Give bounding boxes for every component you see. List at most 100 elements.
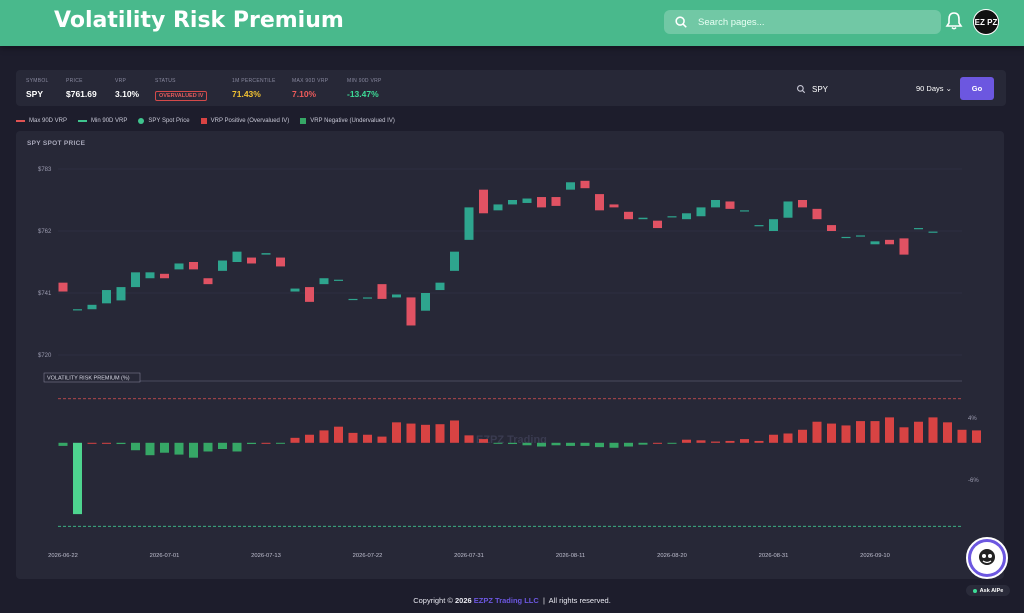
- stat-value: -13.47%: [347, 89, 379, 99]
- stat-vrp: VRP 3.10%: [115, 78, 139, 99]
- price-candle: [899, 238, 909, 255]
- vrp-bar: [638, 442, 648, 445]
- stat-value: 7.10%: [292, 89, 317, 99]
- stat-value: SPY: [26, 89, 44, 99]
- legend-label: SPY Spot Price: [148, 118, 190, 124]
- price-tick-label: $783: [38, 167, 52, 173]
- vrp-bar: [116, 442, 126, 445]
- mascot-icon: [971, 542, 1003, 574]
- vrp-bar: [769, 434, 778, 443]
- price-candle: [160, 273, 169, 279]
- price-candle: [305, 287, 314, 302]
- symbol-input[interactable]: SPY: [796, 82, 896, 96]
- price-candle: [711, 200, 720, 208]
- vrp-bar: [914, 421, 923, 443]
- price-candle: [609, 204, 619, 208]
- stat-label: 1M PERCENTILE: [232, 78, 276, 84]
- chart-legend: Max 90D VRP Min 90D VRP SPY Spot Price V…: [16, 116, 406, 126]
- price-candle: [348, 298, 358, 301]
- price-candle: [682, 213, 691, 220]
- price-candle: [435, 282, 445, 291]
- legend-swatch: [78, 120, 88, 122]
- vrp-bar: [131, 442, 140, 451]
- stats-bar: SYMBOL SPY PRICE $761.69 VRP 3.10% STATU…: [16, 70, 1006, 106]
- x-tick-label: 2026-07-31: [454, 553, 484, 559]
- ask-ai-label[interactable]: Ask AIPe: [966, 585, 1010, 596]
- price-candle: [261, 253, 271, 255]
- vrp-bar: [957, 429, 967, 443]
- vrp-bar: [580, 442, 590, 446]
- price-candle: [827, 225, 836, 231]
- vrp-bar: [740, 439, 749, 443]
- legend-item-max-vrp[interactable]: Max 90D VRP: [16, 118, 67, 124]
- ask-ai-text: Ask AIPe: [979, 587, 1004, 594]
- status-badge: OVERVALUED IV: [155, 91, 208, 101]
- price-candle: [928, 231, 938, 233]
- price-candle: [58, 282, 68, 292]
- vrp-bar: [696, 440, 706, 443]
- price-candle: [508, 200, 517, 205]
- price-candle: [595, 194, 604, 211]
- range-select[interactable]: 90 Days ⌄: [916, 84, 952, 93]
- footer: Copyright © 2026 EZPZ Trading LLC | All …: [413, 596, 611, 605]
- company-link[interactable]: EZPZ Trading LLC: [473, 596, 539, 605]
- stat-label: PRICE: [66, 78, 83, 84]
- vrp-bar: [363, 434, 372, 443]
- price-candle: [232, 251, 242, 262]
- x-tick-label: 2026-08-20: [657, 553, 687, 559]
- bell-icon[interactable]: [945, 11, 963, 31]
- search-icon: [675, 16, 687, 28]
- copyright-year: 2026: [455, 596, 472, 605]
- symbol-value: SPY: [812, 84, 829, 94]
- price-tick-label: $741: [38, 291, 52, 297]
- ask-ai-button[interactable]: [966, 537, 1008, 579]
- go-button[interactable]: Go: [960, 77, 994, 100]
- price-candle: [783, 201, 793, 218]
- legend-swatch: [138, 118, 145, 124]
- vrp-bar: [450, 420, 459, 443]
- vrp-bar: [754, 440, 764, 443]
- price-candle: [102, 290, 111, 304]
- search-input[interactable]: Search pages...: [664, 10, 941, 34]
- stat-percentile: 1M PERCENTILE 71.43%: [232, 78, 276, 99]
- price-candle: [841, 236, 851, 239]
- price-candle: [754, 225, 764, 227]
- price-tick-label: $720: [38, 353, 52, 359]
- stat-label: VRP: [115, 78, 127, 84]
- vrp-bar: [218, 442, 227, 449]
- price-candle: [363, 297, 372, 299]
- rights-text: All rights reserved.: [548, 596, 611, 605]
- vrp-bar: [232, 442, 242, 452]
- vrp-bar: [508, 442, 517, 445]
- x-tick-label: 2026-08-11: [556, 553, 585, 559]
- page-title: Volatility Risk Premium: [54, 8, 344, 33]
- price-candle: [856, 235, 865, 237]
- price-candle: [276, 257, 285, 267]
- vrp-bar: [493, 442, 503, 444]
- legend-item-min-vrp[interactable]: Min 90D VRP: [78, 118, 127, 124]
- legend-item-vrp-negative[interactable]: VRP Negative (Undervalued IV): [300, 118, 395, 124]
- vrp-bar: [406, 423, 416, 443]
- price-candle: [696, 207, 706, 217]
- price-candle: [522, 198, 532, 203]
- vrp-bar: [943, 422, 952, 443]
- stat-status: STATUS OVERVALUED IV: [155, 78, 208, 102]
- price-candle: [812, 208, 822, 220]
- stat-label: MIN 90D VRP: [347, 78, 382, 84]
- price-candle: [334, 279, 343, 281]
- vrp-bar: [58, 442, 68, 446]
- legend-item-vrp-positive[interactable]: VRP Positive (Overvalued IV): [200, 118, 289, 124]
- vrp-bar: [87, 442, 97, 444]
- legend-swatch: [16, 120, 25, 122]
- vrp-bar: [160, 442, 169, 453]
- avatar[interactable]: EZ PZ: [973, 9, 999, 35]
- stat-label: MAX 90D VRP: [292, 78, 329, 84]
- vrp-bar: [348, 432, 358, 443]
- top-header-bar: Volatility Risk Premium Search pages... …: [0, 0, 1024, 46]
- vrp-bar: [203, 442, 213, 452]
- legend-item-spot-price[interactable]: SPY Spot Price: [138, 118, 190, 124]
- price-candle: [145, 272, 155, 279]
- vrp-bar: [421, 424, 430, 443]
- chevron-down-icon: ⌄: [945, 84, 952, 93]
